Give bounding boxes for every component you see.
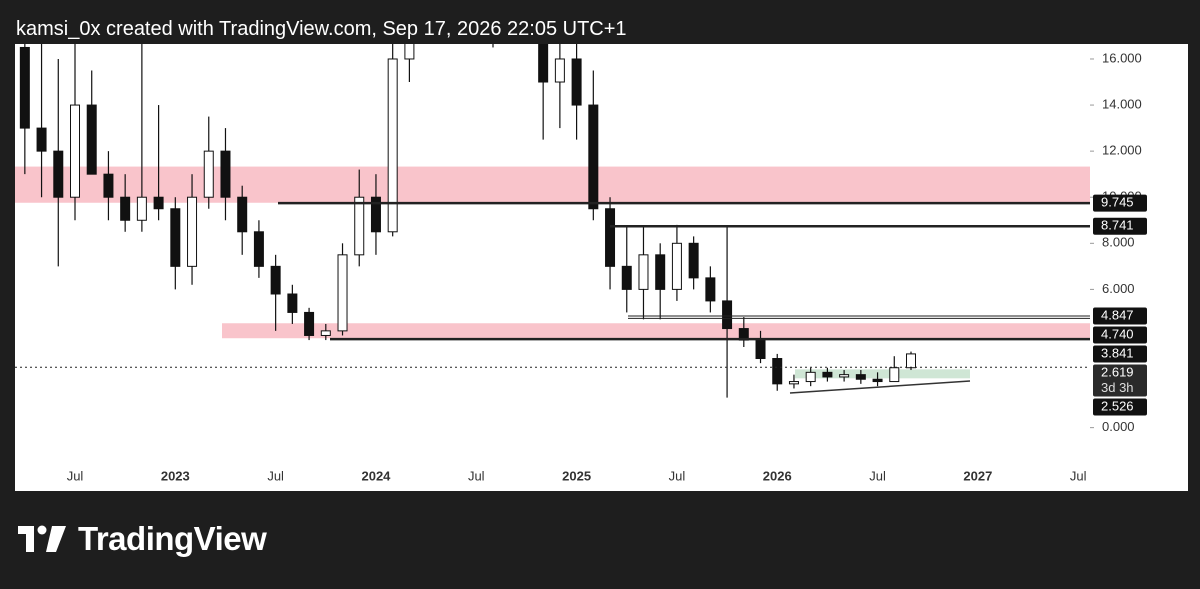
candle-body bbox=[387, 58, 398, 233]
y-tick-label: 12.000 bbox=[1102, 143, 1142, 158]
x-tick-label: Jul bbox=[267, 468, 284, 483]
candle-body bbox=[605, 208, 616, 267]
candle-body bbox=[287, 293, 298, 313]
candle-body bbox=[253, 231, 264, 267]
candle-body bbox=[103, 173, 114, 198]
candle-body bbox=[304, 311, 315, 336]
candle-body bbox=[370, 196, 381, 233]
candle-body bbox=[19, 46, 30, 129]
candle-body bbox=[788, 381, 799, 385]
x-tick-label: Jul bbox=[67, 468, 84, 483]
candle-body bbox=[70, 104, 80, 198]
candle-body bbox=[655, 254, 666, 290]
candle-body bbox=[554, 58, 565, 83]
zone bbox=[222, 323, 1090, 339]
price-tag bbox=[1093, 398, 1147, 416]
candle-body bbox=[320, 330, 331, 336]
candle-body bbox=[120, 196, 131, 221]
chart: 0.0006.0008.00010.00012.00014.00016.000J… bbox=[15, 0, 1188, 491]
candle-body bbox=[855, 374, 866, 380]
y-tick-label: 8.000 bbox=[1102, 235, 1135, 250]
candle-body bbox=[220, 150, 231, 198]
candle-body bbox=[805, 371, 816, 383]
y-tick-label: 16.000 bbox=[1102, 50, 1142, 65]
price-tag-label: 4.740 bbox=[1101, 326, 1134, 341]
header-text: kamsi_0x created with TradingView.com, S… bbox=[16, 18, 627, 40]
candle-body bbox=[404, 44, 415, 60]
chart-panel bbox=[15, 44, 1188, 491]
footer: TradingView bbox=[18, 520, 267, 558]
price-tag-label: 2.526 bbox=[1101, 398, 1134, 413]
logo bbox=[18, 525, 66, 552]
price-tag bbox=[1093, 345, 1147, 363]
candle-body bbox=[906, 353, 916, 369]
candle-body bbox=[422, 0, 431, 13]
x-tick-label: 2023 bbox=[161, 468, 190, 483]
price-tag bbox=[1093, 307, 1147, 325]
countdown: 3d 3h bbox=[1101, 380, 1134, 395]
candle-body bbox=[270, 265, 281, 295]
price-tag bbox=[1093, 194, 1147, 212]
candle-body bbox=[505, 13, 514, 36]
candle-body bbox=[889, 367, 900, 383]
candle-body bbox=[187, 196, 198, 267]
candle-body bbox=[688, 242, 699, 279]
x-tick-label: Jul bbox=[869, 468, 886, 483]
price-tag-label: 8.741 bbox=[1101, 218, 1134, 233]
candle-body bbox=[136, 196, 147, 221]
candle-body bbox=[472, 13, 481, 25]
zone bbox=[795, 369, 970, 379]
candle-body bbox=[153, 196, 164, 210]
candle-body bbox=[722, 300, 733, 330]
candle-body bbox=[455, 0, 464, 24]
x-tick-label: Jul bbox=[669, 468, 686, 483]
price-tag bbox=[1093, 326, 1147, 344]
candle-body bbox=[571, 58, 582, 106]
x-tick-label: 2025 bbox=[562, 468, 591, 483]
y-tick-label: 14.000 bbox=[1102, 96, 1142, 111]
candle-body bbox=[337, 254, 348, 332]
candle-body bbox=[538, 44, 549, 83]
candle-body bbox=[237, 196, 248, 233]
trend-line bbox=[789, 380, 971, 394]
candle-body bbox=[671, 242, 682, 290]
x-tick-label: 2027 bbox=[963, 468, 992, 483]
candle-body bbox=[522, 13, 531, 25]
price-tag bbox=[1093, 217, 1147, 235]
candle-body bbox=[438, 0, 447, 13]
x-tick-label: 2024 bbox=[361, 468, 391, 483]
price-tag-label: 2.619 bbox=[1101, 364, 1134, 379]
candle-body bbox=[489, 13, 498, 36]
price-tag bbox=[1093, 364, 1147, 397]
x-tick-label: Jul bbox=[468, 468, 485, 483]
candle-body bbox=[772, 358, 783, 385]
candle-body bbox=[86, 104, 97, 175]
candle-body bbox=[588, 104, 599, 210]
candle-body bbox=[621, 265, 632, 290]
x-tick-label: 2026 bbox=[763, 468, 792, 483]
candle-body bbox=[839, 374, 850, 378]
zone bbox=[15, 166, 1090, 203]
candle-body bbox=[354, 196, 365, 256]
x-tick-label: Jul bbox=[1070, 468, 1087, 483]
brand: TradingView bbox=[78, 520, 267, 557]
candle-body bbox=[53, 150, 64, 198]
candle-body bbox=[203, 150, 214, 198]
candle-body bbox=[705, 277, 716, 302]
y-tick-label: 6.000 bbox=[1102, 281, 1135, 296]
candle-body bbox=[638, 254, 649, 290]
candle-body bbox=[822, 371, 833, 378]
price-tag-label: 3.841 bbox=[1101, 345, 1134, 360]
candle-body bbox=[36, 127, 47, 152]
price-tag-label: 9.745 bbox=[1101, 195, 1134, 210]
candle-body bbox=[872, 378, 883, 383]
price-tag-label: 4.847 bbox=[1101, 307, 1134, 322]
y-tick-label: 0.000 bbox=[1102, 419, 1135, 434]
candle-body bbox=[755, 339, 766, 360]
candle-body bbox=[170, 208, 181, 267]
